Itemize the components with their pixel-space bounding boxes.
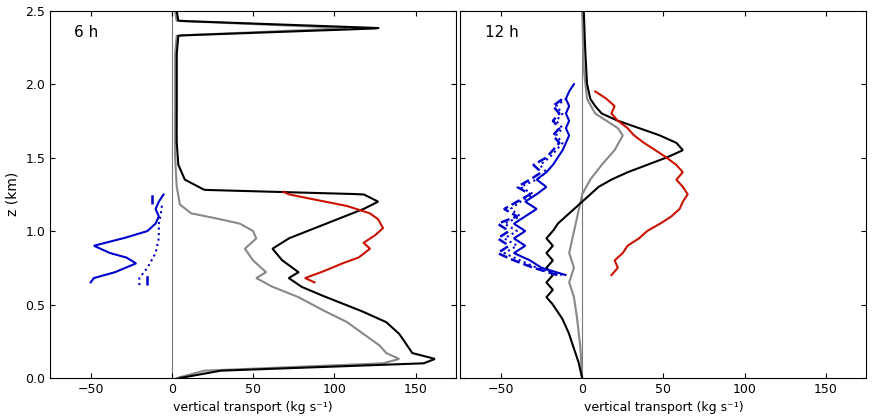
Text: 12 h: 12 h <box>485 25 519 40</box>
X-axis label: vertical transport (kg s⁻¹): vertical transport (kg s⁻¹) <box>583 402 743 415</box>
Y-axis label: z (km): z (km) <box>5 172 19 216</box>
X-axis label: vertical transport (kg s⁻¹): vertical transport (kg s⁻¹) <box>174 402 333 415</box>
Text: 6 h: 6 h <box>74 25 99 40</box>
